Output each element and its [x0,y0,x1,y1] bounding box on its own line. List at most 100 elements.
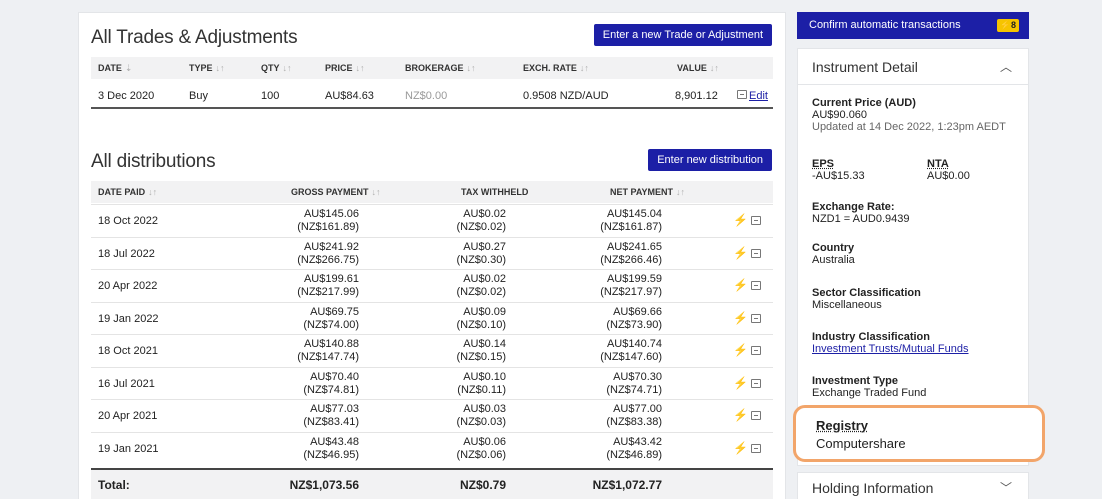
col-qty[interactable]: QTY ↓↑ [261,63,292,73]
dist-gross: AU$199.61 [303,273,359,285]
total-row: Total: NZ$1,073.56 NZ$0.79 NZ$1,072.77 [91,468,773,499]
row-actions: ⚡ [733,279,761,293]
dist-net: AU$77.00 [613,403,662,415]
eps-value: -AU$15.33 [812,170,865,182]
sector-block: Sector Classification Miscellaneous [812,287,921,311]
country-block: Country Australia [812,242,855,266]
sort-icon: ⇣ [124,63,133,73]
note-icon[interactable] [751,411,761,420]
dist-gross-nz: (NZ$83.41) [303,416,359,428]
dist-date: 19 Jan 2022 [98,312,159,325]
dist-net-nz: (NZ$83.38) [606,416,662,428]
trade-price: AU$84.63 [325,90,374,102]
country-label: Country [812,242,855,254]
note-icon[interactable] [751,281,761,290]
note-icon[interactable] [751,248,761,258]
nta-label: NTA [927,158,949,170]
exchange-rate-value: NZD1 = AUD0.9439 [812,213,910,225]
row-actions: ⚡ [733,245,761,261]
col-exch-rate[interactable]: EXCH. RATE ↓↑ [523,63,589,73]
dist-tax-nz: (NZ$0.11) [457,383,506,396]
total-tax: NZ$0.79 [459,478,506,492]
dist-tax-nz: (NZ$0.10) [456,318,506,331]
dist-tax-nz: (NZ$0.06) [456,448,506,461]
dist-tax: AU$0.02 [463,208,506,220]
new-distribution-button[interactable]: Enter new distribution [648,149,772,171]
dist-net: AU$145.04 [606,208,662,220]
note-icon[interactable] [751,346,761,355]
sort-icon: ↓↑ [709,63,719,73]
dist-gross: AU$145.06 [303,208,359,220]
bolt-icon[interactable]: ⚡ [733,278,748,292]
col-gross-payment[interactable]: GROSS PAYMENT ↓↑ [291,187,381,197]
bolt-icon[interactable]: ⚡ [733,310,748,325]
chevron-up-icon[interactable]: ︿ [999,60,1012,74]
bolt-icon[interactable]: ⚡ [733,245,748,260]
dist-net: AU$140.74 [606,338,662,350]
new-trade-button[interactable]: Enter a new Trade or Adjustment [593,24,772,46]
distributions-header: DATE PAID ↓↑ GROSS PAYMENT ↓↑ TAX WITHHELD… [91,181,773,203]
col-price[interactable]: PRICE ↓↑ [325,63,365,73]
bolt-icon[interactable]: ⚡ [733,213,748,227]
instrument-detail-card: Instrument Detail ︿ Current Price (AUD) … [797,48,1029,466]
trade-row: 3 Dec 2020 Buy 100 AU$84.63 NZ$0.00 0.95… [91,85,773,109]
trade-qty: 100 [261,90,280,102]
col-net-payment[interactable]: NET PAYMENT ↓↑ [610,187,686,197]
instrument-detail-title: Instrument Detail [812,59,918,75]
dist-net-nz: (NZ$266.46) [600,253,662,266]
country-value: Australia [812,254,855,266]
dist-net-nz: (NZ$46.89) [606,448,662,461]
updated-time: Updated at 14 Dec 2022, 1:23pm AEDT [812,121,1006,133]
exchange-rate-block: Exchange Rate: NZD1 = AUD0.9439 [812,201,910,225]
dist-net: AU$69.66 [613,305,662,318]
dist-tax-nz: (NZ$0.30) [456,253,506,266]
col-date[interactable]: DATE ⇣ [98,63,133,73]
note-icon[interactable] [751,216,761,225]
col-brokerage[interactable]: BROKERAGE ↓↑ [405,63,476,73]
dist-date: 16 Jul 2021 [98,377,155,390]
trade-exch-rate: 0.9508 NZD/AUD [523,90,609,102]
dist-tax: AU$0.09 [463,305,506,318]
bolt-icon[interactable]: ⚡ [733,408,748,422]
dist-tax: AU$0.14 [463,338,506,350]
sort-icon: ↓↑ [282,63,292,73]
dist-net: AU$70.30 [613,370,662,383]
col-type[interactable]: TYPE ↓↑ [189,63,225,73]
dist-net-nz: (NZ$73.90) [606,318,662,331]
edit-link[interactable]: Edit [749,90,768,102]
dist-date: 20 Apr 2022 [98,280,158,292]
bolt-icon[interactable]: ⚡ [733,440,748,455]
dist-gross-nz: (NZ$147.74) [297,351,359,363]
bolt-icon[interactable]: ⚡ [733,375,748,390]
col-date-paid[interactable]: DATE PAID ↓↑ [98,187,158,197]
industry-link[interactable]: Investment Trusts/Mutual Funds [812,343,969,355]
instrument-detail-header[interactable]: Instrument Detail ︿ [798,49,1028,85]
col-tax-withheld[interactable]: TAX WITHHELD [461,187,529,197]
investment-type-label: Investment Type [812,375,898,387]
dist-net: AU$241.65 [606,240,662,253]
trades-title: All Trades & Adjustments [91,27,298,48]
dist-gross-nz: (NZ$74.81) [303,383,359,396]
eps-label: EPS [812,158,835,170]
dist-net-nz: (NZ$147.60) [600,351,662,363]
current-price-label: Current Price (AUD) [812,97,916,109]
bolt-icon: ⚡ [999,20,1011,30]
confirm-transactions-button[interactable]: Confirm automatic transactions ⚡8 [797,12,1029,39]
distribution-row: 16 Jul 2021 AU$70.40 (NZ$74.81) AU$0.10 (NZ$… [91,366,773,399]
dist-net: AU$43.42 [613,435,662,448]
note-icon[interactable] [751,443,761,453]
nta-block: NTA AU$0.00 [927,158,970,182]
note-icon[interactable] [751,313,761,323]
investment-type-block: Investment Type Exchange Traded Fund [812,375,926,399]
bolt-icon[interactable]: ⚡ [733,343,748,357]
dist-tax: AU$0.03 [463,403,506,415]
row-actions: ⚡ [733,344,761,358]
exchange-rate-label: Exchange Rate: [812,201,895,213]
chevron-down-icon[interactable]: ﹀ [999,481,1012,495]
dist-gross: AU$70.40 [310,370,359,383]
sort-icon: ↓↑ [215,63,225,73]
col-value[interactable]: VALUE ↓↑ [677,63,719,73]
note-icon[interactable] [751,378,761,388]
distributions-title: All distributions [91,151,216,172]
holding-information-header[interactable]: Holding Information ﹀ [797,472,1029,499]
